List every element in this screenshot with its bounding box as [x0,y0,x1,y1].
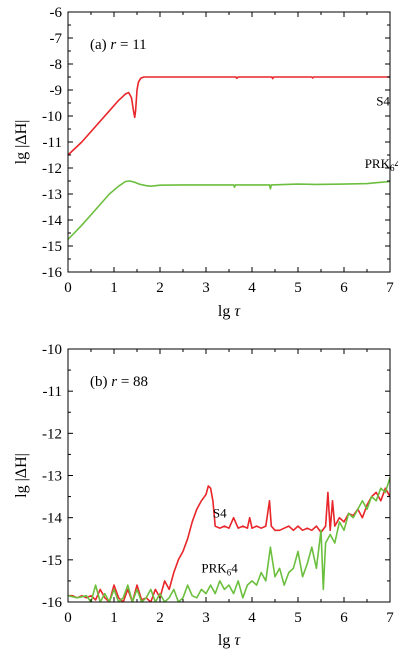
y-tick-label: -14 [42,213,62,229]
series-line-s4 [68,76,390,156]
x-tick-label: 1 [110,280,118,296]
y-tick-label: -15 [42,553,62,569]
y-tick-label: -14 [42,511,62,527]
x-tick-label: 1 [110,610,118,626]
y-tick-label: -8 [50,57,63,73]
panel-b: 0 1 2 3 4 5 6 7 -16 -15 -14 -13 -12 -11 -10 (b) r = 88 l… [13,342,394,649]
y-tick-label: -12 [42,161,62,177]
series-line-prk64 [68,180,390,241]
x-tick-label: 3 [202,280,210,296]
y-axis-label: lg |ΔH| [13,120,30,165]
series-annotation-prk64: PRK64 [365,156,398,173]
y-tick-label: -16 [42,595,62,611]
x-tick-label: 0 [64,610,72,626]
y-tick-label: -15 [42,239,62,255]
y-tick-label: -13 [42,469,62,485]
panel-label: (a) r = 11 [90,37,147,53]
y-tick-label: -12 [42,426,62,442]
y-tick-label: -11 [43,135,62,151]
series-line-s4 [68,485,390,602]
y-tick-label: -10 [42,342,62,358]
y-tick-label: -7 [50,31,63,47]
y-tick-label: -13 [42,187,62,203]
y-tick-label: -9 [50,83,63,99]
x-tick-label: 4 [248,280,256,296]
y-tick-label: -11 [43,384,62,400]
y-axis-label: lg |ΔH| [13,453,30,498]
x-tick-label: 2 [156,280,164,296]
x-tick-label: 7 [386,280,394,296]
y-tick-label: -10 [42,109,62,125]
series-annotation-prk64: PRK64 [201,560,238,577]
panel-label: (b) r = 88 [90,374,148,390]
x-tick-label: 3 [202,610,210,626]
x-tick-label: 6 [340,610,348,626]
x-axis-label: lg τ [218,632,241,649]
x-tick-label: 4 [248,610,256,626]
series-annotation-s4: S4 [376,94,390,109]
x-tick-label: 6 [340,280,348,296]
x-tick-label: 5 [294,610,302,626]
series-annotation-s4: S4 [213,506,227,521]
x-axis-label: lg τ [218,303,241,320]
y-tick-label: -6 [50,5,63,21]
series-line-prk64 [68,477,390,602]
y-tick-label: -16 [42,265,62,281]
x-tick-label: 7 [386,610,394,626]
x-tick-label: 0 [64,280,72,296]
x-tick-label: 2 [156,610,164,626]
x-tick-label: 5 [294,280,302,296]
panel-a: 0 1 2 3 4 5 6 7 -16 -15 -14 -13 -12 -11 -10 -9 -8 -7 -6 (a)… [13,5,398,320]
